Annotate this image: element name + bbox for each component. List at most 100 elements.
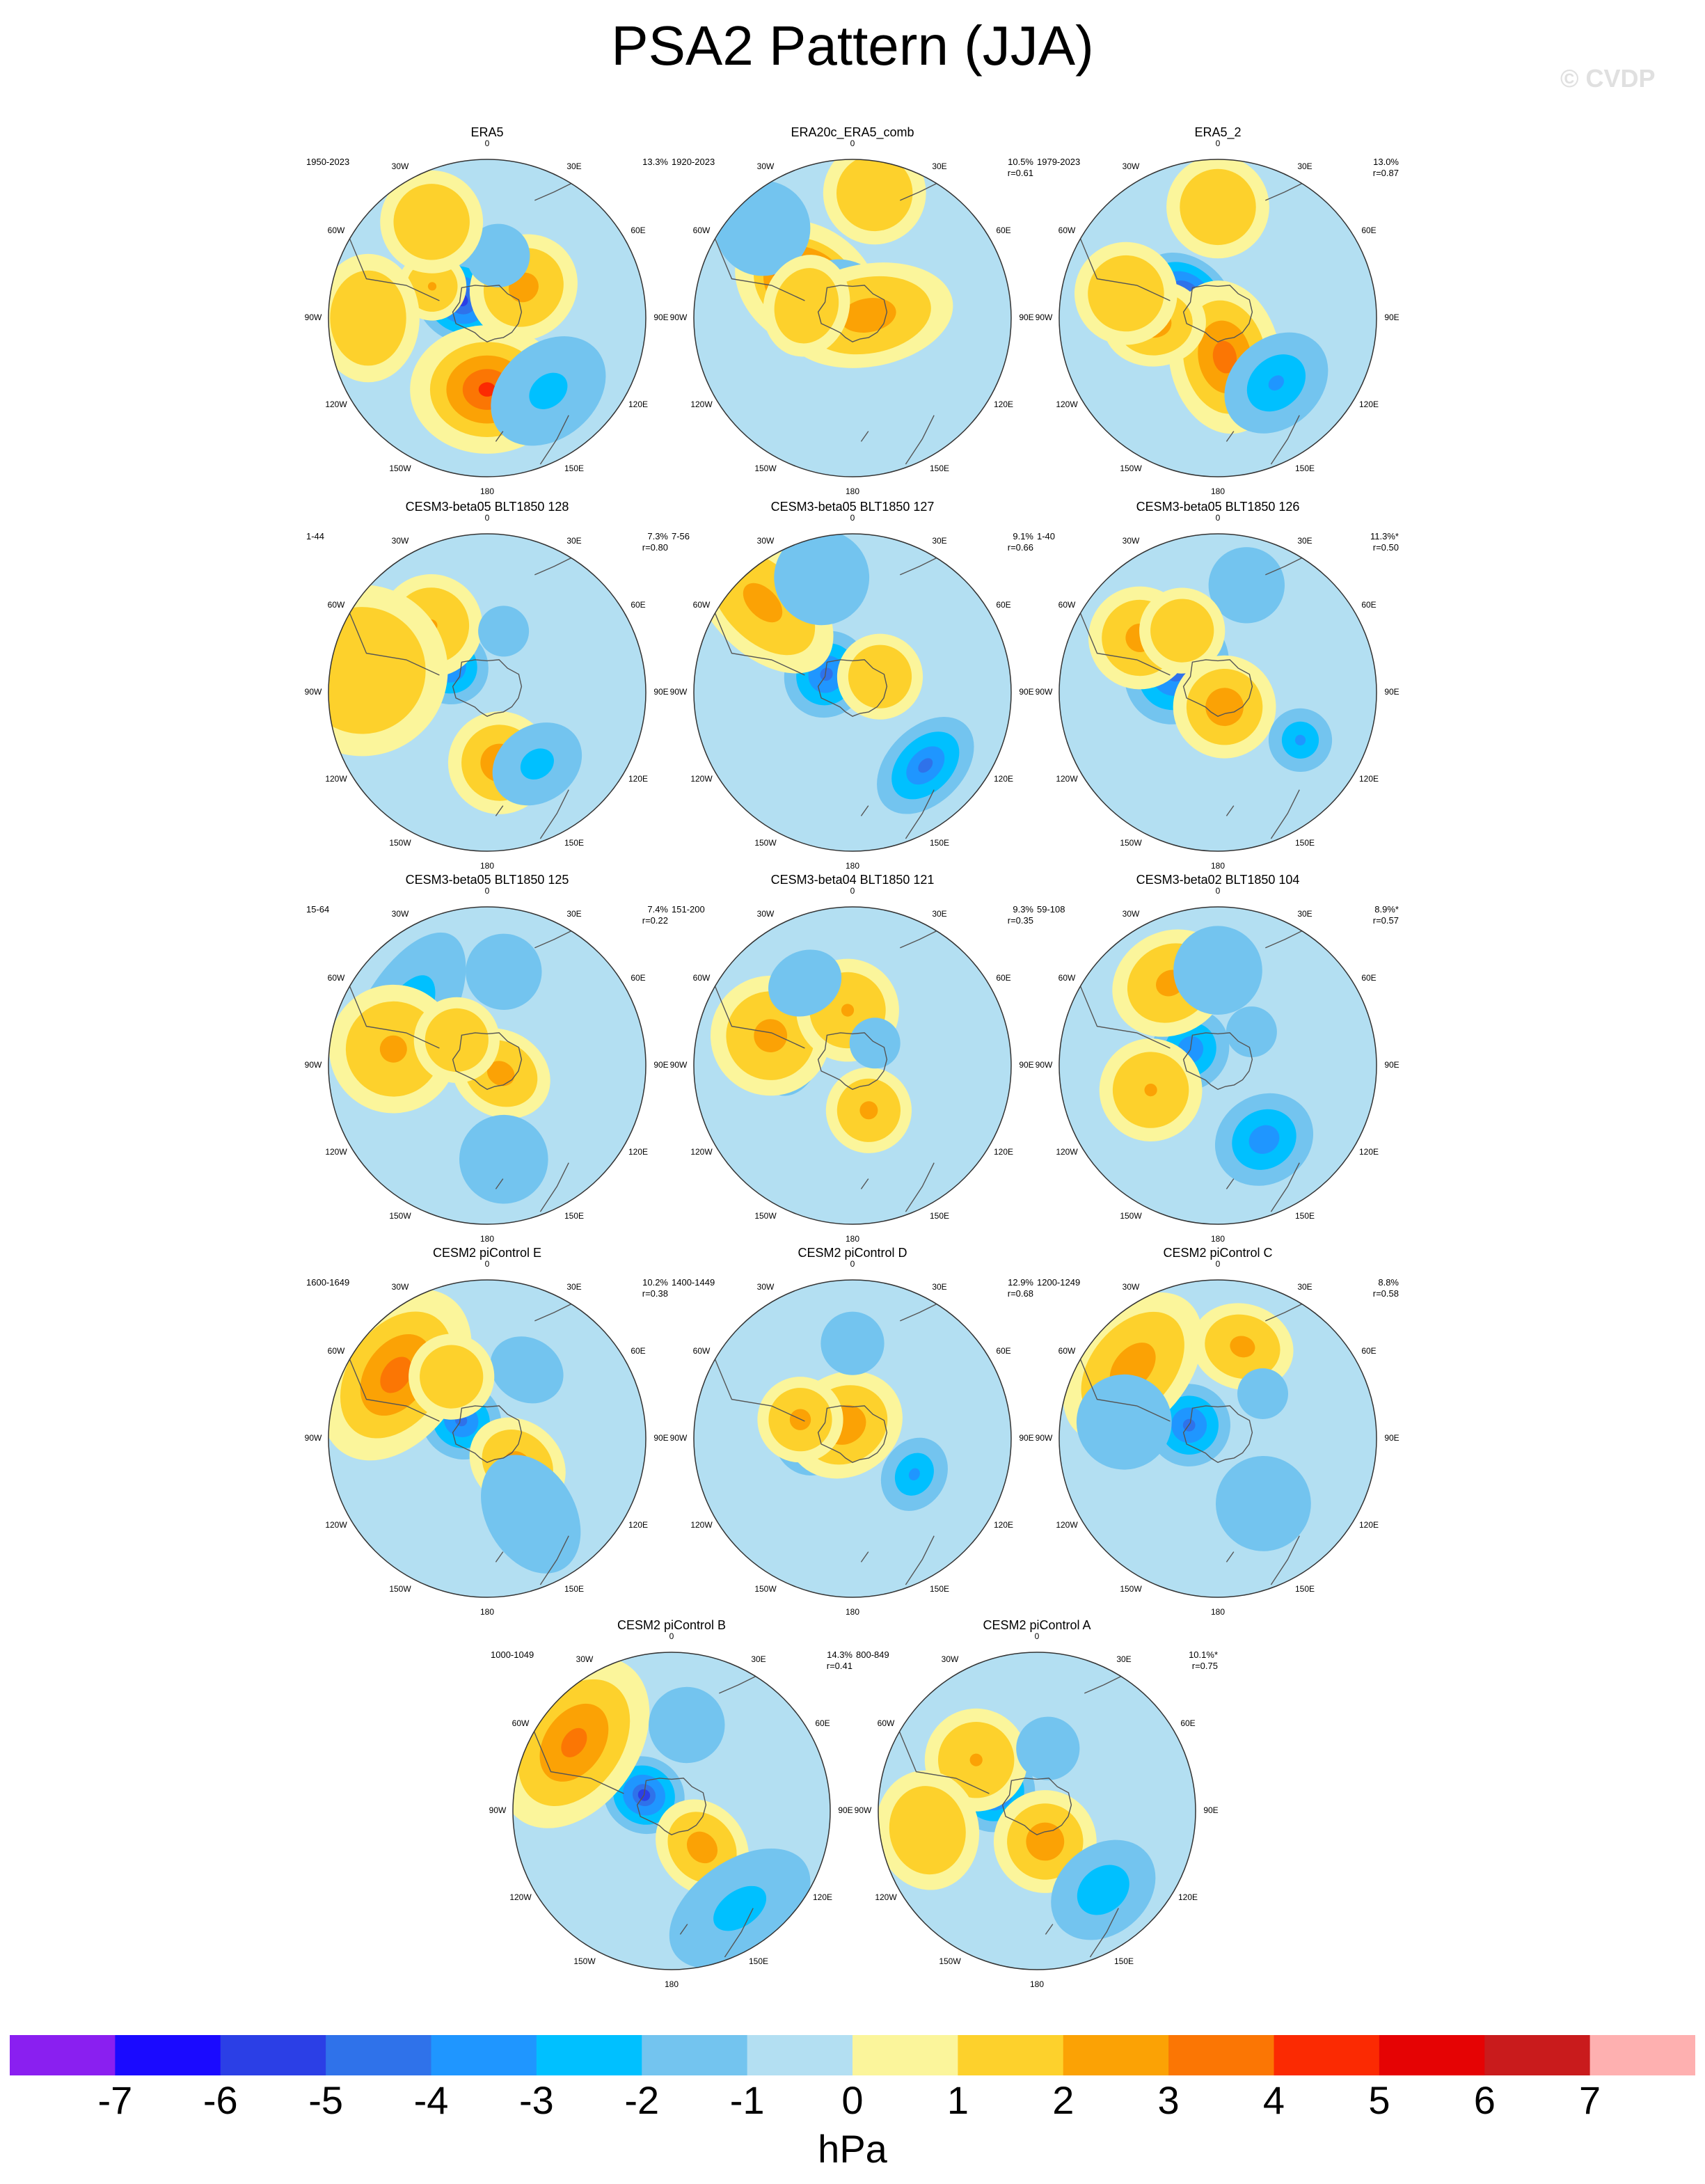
coastline <box>1045 1924 1054 1935</box>
anomaly-contour <box>969 1753 983 1766</box>
panel-title: CESM2 piControl E <box>432 1246 542 1260</box>
anomaly-contour <box>774 534 870 626</box>
colorbar-segment <box>220 2035 326 2075</box>
variance-explained: 14.3% <box>827 1649 852 1660</box>
pattern-correlation: r=0.58 <box>1372 1288 1399 1299</box>
map-border <box>878 1652 1196 1970</box>
map-panel: CESM3-beta04 BLT1850 121 151-200 9.3% r=0.3… <box>670 873 1034 1263</box>
longitude-label: 30E <box>1297 536 1313 546</box>
longitude-label: 60E <box>631 225 646 235</box>
longitude-label: 30E <box>566 536 582 546</box>
longitude-label: 60W <box>1058 1346 1076 1356</box>
antarctica-coastline <box>1001 1778 1072 1835</box>
panel-years: 1600-1649 <box>306 1277 350 1288</box>
map-border <box>1058 906 1377 1225</box>
longitude-label: 150W <box>754 1584 777 1594</box>
colorbar-segment <box>1063 2035 1169 2075</box>
panel-years: 800-849 <box>856 1649 889 1660</box>
coastline <box>1265 182 1303 201</box>
longitude-label: 180 <box>1210 1234 1226 1244</box>
longitude-label: 30W <box>756 909 775 919</box>
panel-variance-pct: 9.3% r=0.35 <box>1008 904 1033 926</box>
anomaly-contour <box>889 1786 966 1875</box>
longitude-label: 150E <box>564 838 585 848</box>
colorbar-tick-label: -2 <box>624 2078 660 2122</box>
longitude-label: 0 <box>484 139 490 148</box>
panel-title: CESM3-beta05 BLT1850 128 <box>405 500 569 514</box>
longitude-label: 150E <box>1294 838 1315 848</box>
anomaly-contour <box>1226 1006 1277 1058</box>
panel-title: CESM2 piControl B <box>617 1618 727 1632</box>
coastline <box>900 182 937 201</box>
polar-map <box>693 906 1012 1225</box>
polar-map <box>328 159 647 477</box>
map-border <box>328 906 647 1225</box>
longitude-label: 120W <box>325 399 347 409</box>
longitude-label: 30W <box>391 536 409 546</box>
variance-explained: 7.3% <box>647 531 668 541</box>
longitude-label: 60W <box>1058 225 1076 235</box>
anomaly-contour <box>481 1455 581 1574</box>
longitude-label: 60E <box>1361 600 1377 610</box>
panel-title: CESM3-beta05 BLT1850 127 <box>770 500 935 514</box>
colorbar-segment <box>1274 2035 1380 2075</box>
anomaly-contour <box>859 1101 878 1120</box>
longitude-label: 90W <box>489 1805 507 1815</box>
longitude-label: 150E <box>564 1584 585 1594</box>
coastline <box>1226 805 1235 816</box>
coastline <box>860 1551 869 1562</box>
longitude-label: 60E <box>996 1346 1011 1356</box>
anomaly-contour <box>1212 340 1237 374</box>
colorbar-tick-label: -7 <box>97 2078 133 2122</box>
map-border <box>328 159 647 477</box>
longitude-label: 60W <box>327 973 345 983</box>
panel-variance-pct: 10.2% r=0.38 <box>642 1277 668 1299</box>
panel-years: 1-44 <box>306 531 325 541</box>
longitude-label: 90W <box>669 1433 688 1443</box>
anomaly-contour <box>1016 1716 1080 1780</box>
polar-map <box>1058 906 1377 1225</box>
map-panel: CESM2 piControl A 800-849 10.1%* r=0.75 0 30E… <box>855 1618 1219 2008</box>
pattern-correlation: r=0.80 <box>642 542 668 553</box>
coastline <box>539 789 569 839</box>
variance-explained: 13.3% <box>642 157 668 167</box>
colorbar-tick-label: -4 <box>413 2078 449 2122</box>
pattern-correlation: r=0.61 <box>1007 168 1033 178</box>
longitude-label: 180 <box>845 486 860 496</box>
coastline <box>539 415 569 465</box>
coastline <box>905 1162 935 1212</box>
longitude-label: 60W <box>327 600 345 610</box>
pattern-correlation: r=0.68 <box>1007 1288 1033 1299</box>
antarctica-coastline <box>452 285 523 342</box>
longitude-label: 30W <box>756 1282 775 1292</box>
longitude-label: 60E <box>631 973 646 983</box>
anomaly-contour <box>1144 1083 1157 1097</box>
longitude-label: 90W <box>669 687 688 697</box>
variance-explained: 12.9% <box>1008 1277 1033 1288</box>
polar-map <box>328 906 647 1225</box>
longitude-label: 150E <box>748 1956 769 1966</box>
longitude-label: 150W <box>1120 464 1142 473</box>
antarctica-coastline <box>817 1405 888 1463</box>
antarctica-coastline <box>452 659 523 717</box>
longitude-label: 180 <box>1210 861 1226 871</box>
longitude-label: 180 <box>845 1234 860 1244</box>
anomaly-contour <box>380 1356 413 1393</box>
longitude-label: 0 <box>1215 139 1221 148</box>
longitude-label: 90E <box>1384 1060 1399 1070</box>
anomaly-contour <box>836 159 913 232</box>
longitude-label: 90W <box>1035 1060 1053 1070</box>
colorbar-segment <box>642 2035 748 2075</box>
longitude-label: 180 <box>1210 1607 1226 1617</box>
longitude-label: 60E <box>1361 225 1377 235</box>
longitude-label: 150W <box>389 838 411 848</box>
longitude-label: 120E <box>1177 1892 1198 1902</box>
panel-title: CESM3-beta02 BLT1850 104 <box>1136 873 1300 887</box>
colorbar-segment <box>431 2035 537 2075</box>
anomaly-contour <box>743 583 783 623</box>
longitude-label: 150E <box>1294 464 1315 473</box>
coastline <box>900 557 937 576</box>
coastline <box>1079 986 1171 1049</box>
map-panel: ERA5_2 1979-2023 13.0% r=0.87 0 30E 60E 90E 120E… <box>1036 125 1399 515</box>
longitude-label: 30E <box>932 536 947 546</box>
